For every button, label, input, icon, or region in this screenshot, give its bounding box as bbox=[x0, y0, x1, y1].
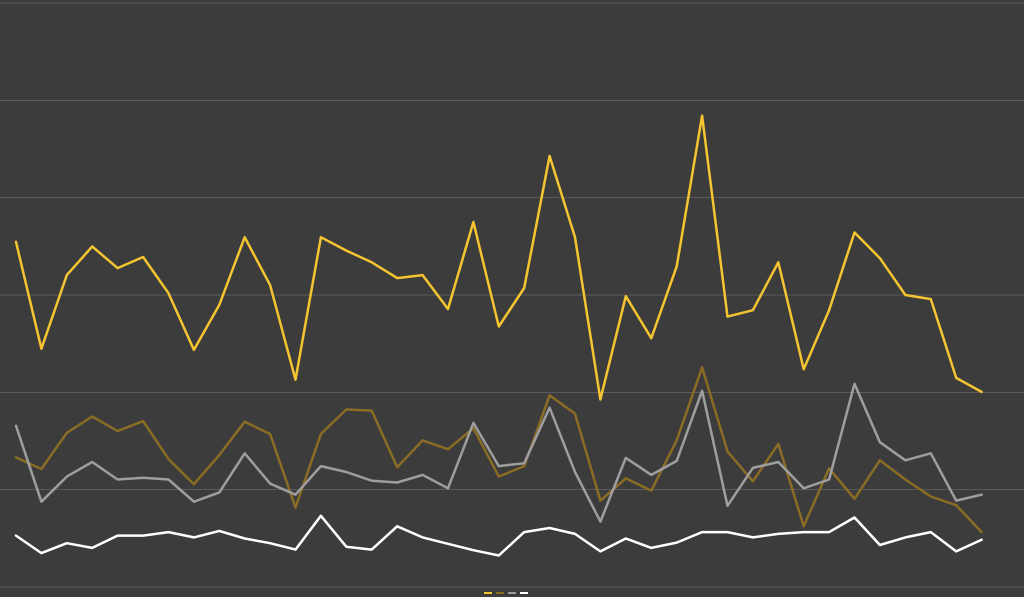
series-line-2 bbox=[14, 382, 983, 523]
series-line-1 bbox=[14, 366, 983, 534]
series-line-0 bbox=[14, 114, 983, 401]
series-lines bbox=[14, 114, 983, 557]
series-line-3 bbox=[14, 514, 983, 557]
